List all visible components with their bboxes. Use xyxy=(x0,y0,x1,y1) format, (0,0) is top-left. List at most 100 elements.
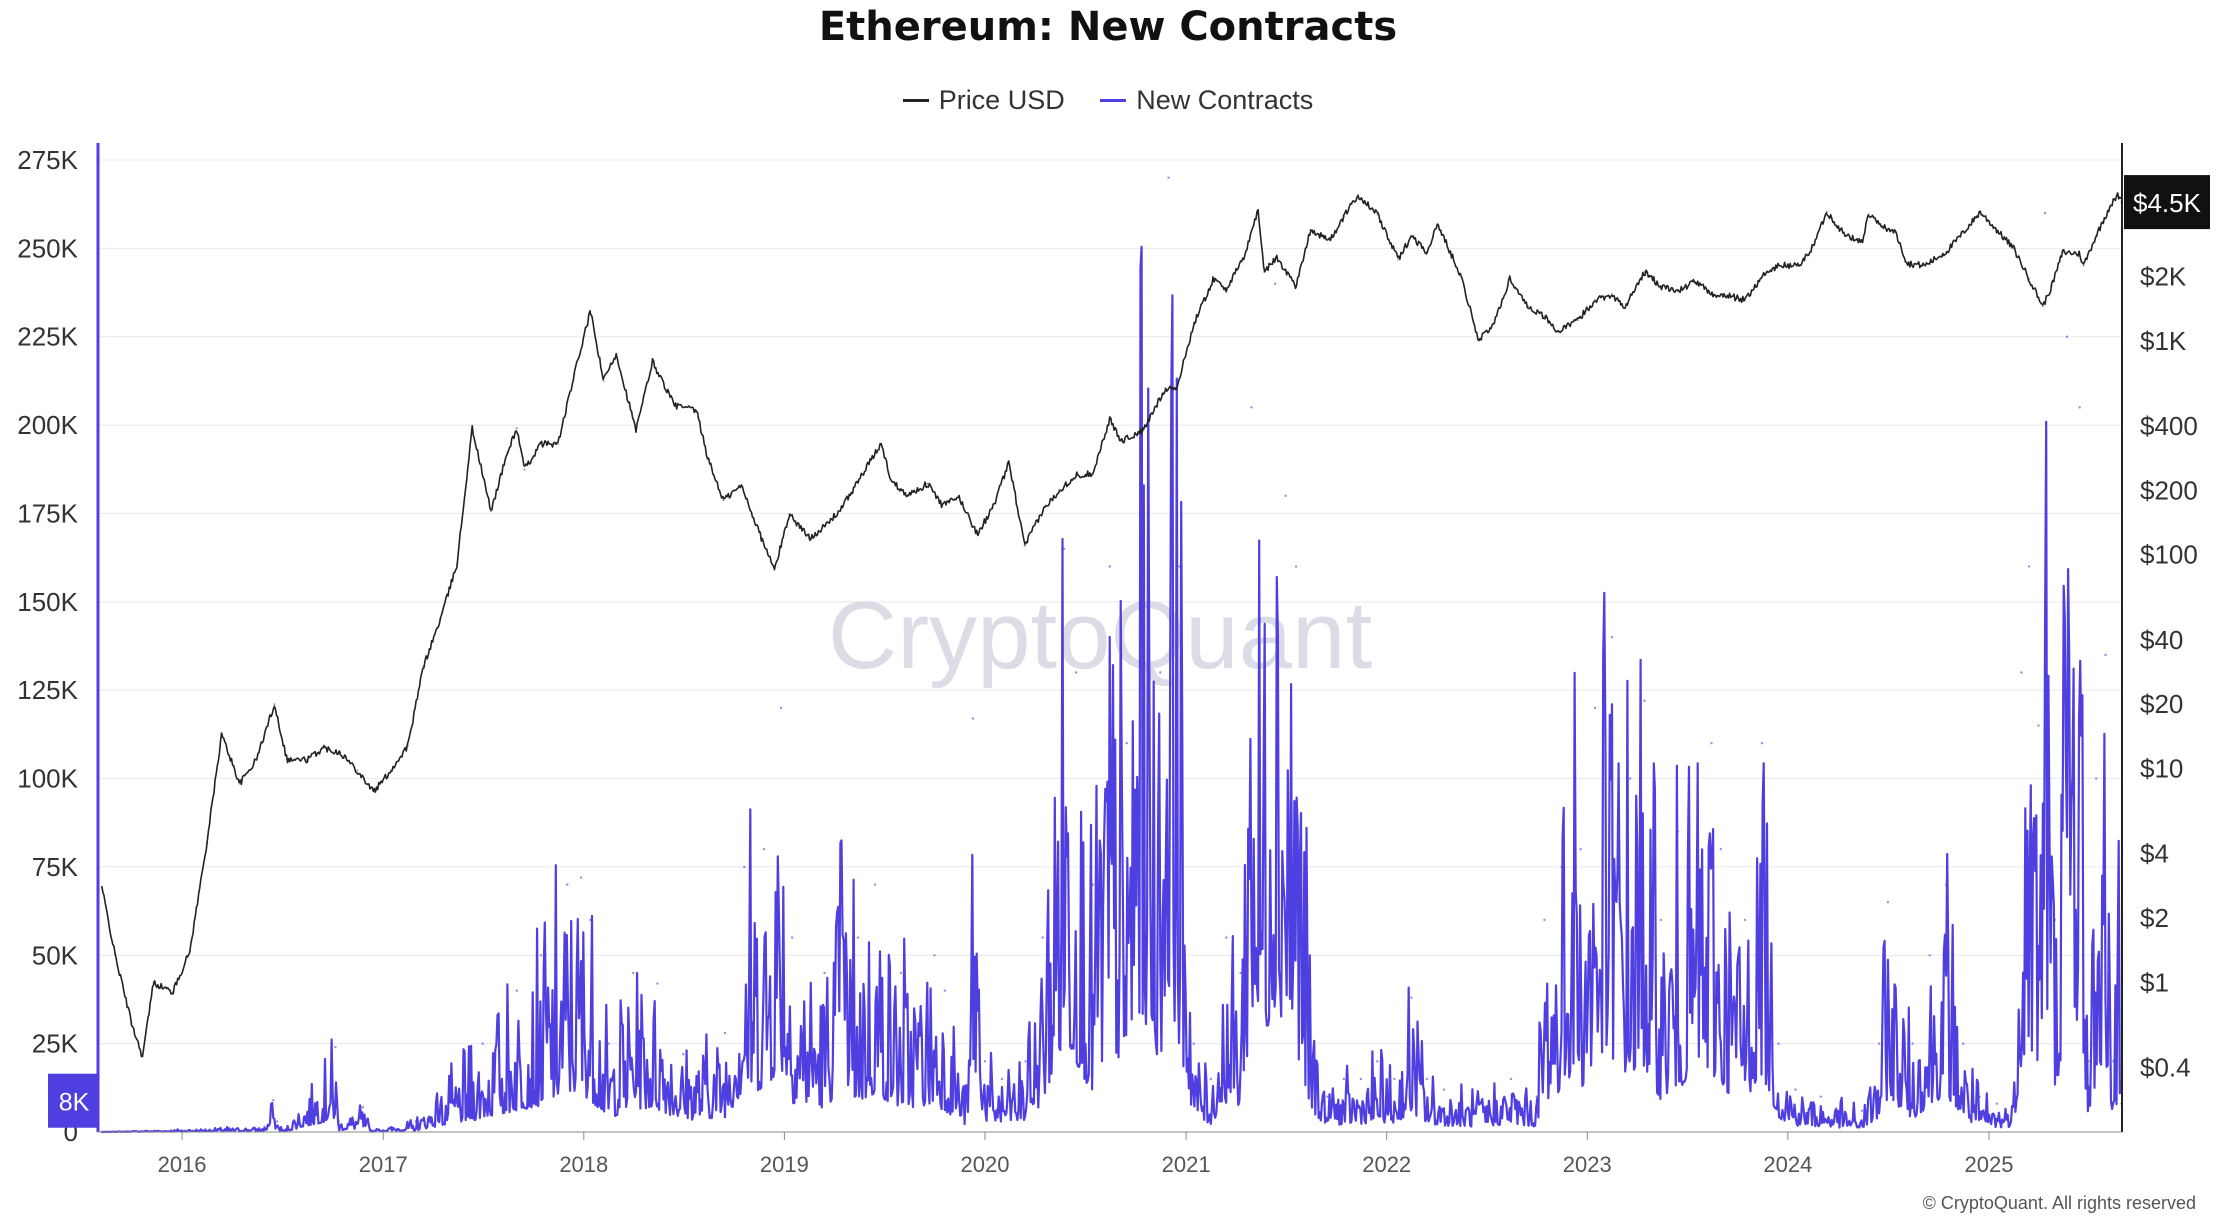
new-contracts-point-26 xyxy=(823,971,826,975)
price-point-110 xyxy=(1878,223,1881,226)
new-contracts-point-24 xyxy=(779,706,783,710)
price-point-64 xyxy=(1142,429,1145,432)
new-contracts-point-7 xyxy=(361,1106,365,1109)
right-current-value-label: $4.5K xyxy=(2133,188,2202,218)
price-point-2 xyxy=(130,1021,133,1024)
left-tick-label-2: 50K xyxy=(32,940,79,970)
right-tick-label-7: $100 xyxy=(2140,540,2198,570)
new-contracts-point-102 xyxy=(2078,406,2081,409)
price-point-30 xyxy=(573,372,576,375)
price-point-75 xyxy=(1309,228,1312,231)
price-point-54 xyxy=(976,532,979,535)
new-contracts-point-91 xyxy=(1944,883,1948,886)
price-point-57 xyxy=(1023,544,1026,547)
new-contracts-point-18 xyxy=(632,971,635,975)
new-contracts-point-20 xyxy=(682,1053,685,1056)
price-point-82 xyxy=(1425,251,1428,254)
price-point-58 xyxy=(1041,510,1044,513)
new-contracts-point-16 xyxy=(589,918,592,922)
new-contracts-point-15 xyxy=(579,876,583,879)
price-point-12 xyxy=(286,758,289,761)
new-contracts-point-107 xyxy=(2117,883,2120,886)
price-point-88 xyxy=(1526,305,1529,308)
new-contracts-point-105 xyxy=(2104,653,2107,657)
price-point-67 xyxy=(1192,322,1195,325)
chart-title: Ethereum: New Contracts xyxy=(818,4,1398,50)
price-point-3 xyxy=(141,1055,144,1058)
new-contracts-point-25 xyxy=(790,936,794,939)
new-contracts-point-60 xyxy=(1359,1077,1363,1081)
price-point-18 xyxy=(389,769,392,772)
new-contracts-point-41 xyxy=(1091,883,1094,886)
price-point-106 xyxy=(1825,210,1828,213)
new-contracts-point-53 xyxy=(1258,618,1261,621)
price-point-56 xyxy=(1008,461,1011,464)
right-tick-label-1: $1 xyxy=(2140,967,2169,997)
new-contracts-point-79 xyxy=(1710,742,1713,745)
x-tick-label-2: 2018 xyxy=(559,1152,608,1177)
new-contracts-point-76 xyxy=(1643,699,1646,702)
new-contracts-point-67 xyxy=(1509,1077,1513,1081)
left-tick-label-5: 125K xyxy=(17,675,78,705)
new-contracts-point-43 xyxy=(1125,742,1128,745)
price-point-72 xyxy=(1263,270,1266,273)
price-point-49 xyxy=(890,480,893,483)
price-point-28 xyxy=(539,442,542,445)
chart-legend: Price USD New Contracts xyxy=(0,78,2216,116)
price-point-29 xyxy=(556,442,559,445)
left-tick-label-4: 100K xyxy=(17,764,78,794)
price-point-94 xyxy=(1623,307,1626,310)
new-contracts-point-74 xyxy=(1610,635,1614,639)
price-point-25 xyxy=(506,451,509,454)
price-point-4 xyxy=(152,981,155,984)
price-point-77 xyxy=(1342,215,1345,218)
legend-item-price[interactable]: Price USD xyxy=(902,85,1065,116)
new-contracts-point-50 xyxy=(1225,936,1228,939)
price-point-39 xyxy=(722,499,725,502)
right-current-value-badge xyxy=(2124,175,2210,230)
legend-label-price: Price USD xyxy=(938,85,1065,115)
x-tick-label-7: 2023 xyxy=(1563,1152,1612,1177)
price-point-101 xyxy=(1744,299,1747,302)
new-contracts-point-85 xyxy=(1819,1095,1823,1098)
price-point-47 xyxy=(857,480,860,483)
price-point-34 xyxy=(635,429,638,432)
price-point-104 xyxy=(1798,264,1801,267)
price-point-21 xyxy=(439,618,442,621)
new-contracts-point-30 xyxy=(899,971,903,975)
price-point-69 xyxy=(1225,287,1228,290)
price-point-87 xyxy=(1508,277,1511,280)
right-tick-label-3: $4 xyxy=(2140,839,2169,869)
price-point-10 xyxy=(255,758,258,761)
price-point-100 xyxy=(1727,294,1730,297)
new-contracts-point-27 xyxy=(840,848,843,851)
legend-item-contracts[interactable]: New Contracts xyxy=(1100,85,1313,116)
price-point-76 xyxy=(1329,239,1332,242)
new-contracts-point-47 xyxy=(1178,565,1181,568)
price-point-52 xyxy=(941,504,944,507)
price-point-90 xyxy=(1557,330,1560,333)
price-point-60 xyxy=(1075,474,1078,477)
price-point-14 xyxy=(322,746,325,749)
new-contracts-point-31 xyxy=(933,954,936,957)
new-contracts-point-9 xyxy=(414,1120,417,1123)
new-contracts-point-63 xyxy=(1410,996,1413,999)
price-point-26 xyxy=(515,427,518,430)
new-contracts-point-5 xyxy=(334,1045,337,1049)
new-contracts-point-38 xyxy=(1041,936,1044,939)
new-contracts-point-36 xyxy=(1000,1077,1004,1081)
price-point-5 xyxy=(171,991,174,994)
new-contracts-point-3 xyxy=(275,1120,279,1123)
series-price-usd xyxy=(101,192,2122,1058)
new-contracts-point-64 xyxy=(1425,1077,1429,1081)
new-contracts-point-52 xyxy=(1250,406,1253,409)
x-tick-label-3: 2019 xyxy=(760,1152,809,1177)
new-contracts-point-54 xyxy=(1273,282,1277,285)
left-tick-label-3: 75K xyxy=(32,852,79,882)
left-tick-label-10: 250K xyxy=(17,233,78,263)
legend-label-contracts: New Contracts xyxy=(1136,85,1314,115)
price-point-11 xyxy=(273,703,276,706)
right-tick-label-5: $20 xyxy=(2140,689,2183,719)
price-point-105 xyxy=(1811,245,1814,248)
